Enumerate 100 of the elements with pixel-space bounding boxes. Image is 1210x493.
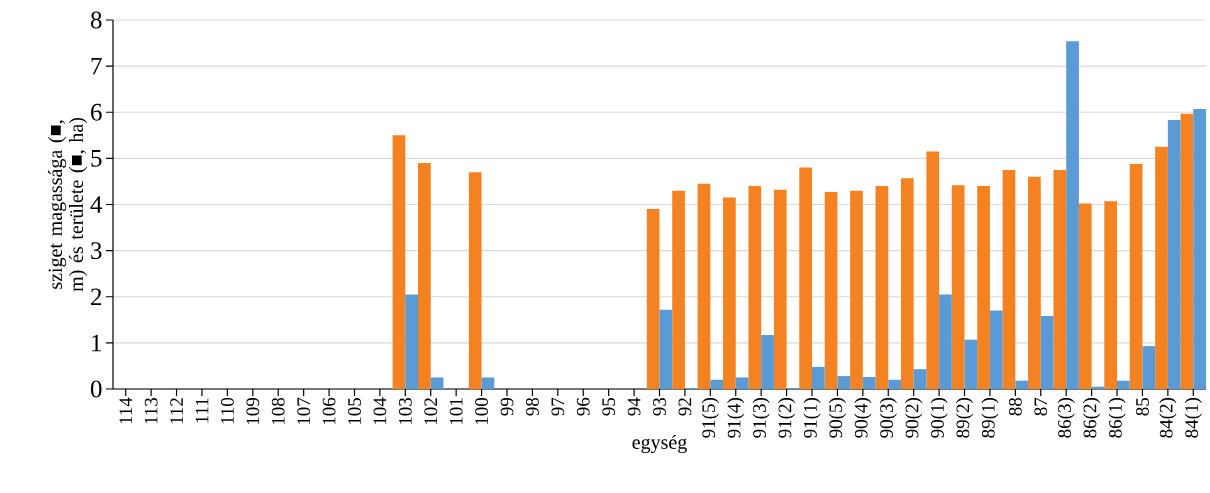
- x-tick-label: 109: [246, 397, 260, 425]
- bar: [913, 369, 927, 389]
- bar: [646, 209, 660, 389]
- bar: [989, 310, 1003, 389]
- x-tick-label: 90(3): [879, 398, 897, 438]
- x-tick-label: 86(3): [1057, 398, 1075, 438]
- bar: [850, 190, 863, 389]
- bar: [723, 197, 736, 389]
- bar: [1193, 109, 1206, 389]
- bar: [1028, 176, 1041, 389]
- y-tick-label: 7: [91, 57, 102, 75]
- y-tick-label: 2: [91, 288, 102, 306]
- bar: [1129, 163, 1143, 389]
- x-tick-label: 110: [220, 397, 234, 424]
- bar: [697, 183, 711, 389]
- x-tick-label: 107: [297, 397, 311, 425]
- bar: [1142, 346, 1156, 389]
- bar: [799, 167, 813, 389]
- bar: [735, 377, 749, 389]
- bar: [659, 309, 673, 389]
- x-tick-label: 93: [653, 397, 666, 416]
- x-tick-label: 86(1): [1108, 398, 1126, 438]
- bar: [1155, 146, 1168, 389]
- bar: [951, 185, 965, 389]
- x-tick-label: 89(2): [955, 398, 974, 438]
- x-tick-label: 91(1): [803, 398, 821, 438]
- x-tick-label: 112: [170, 398, 183, 424]
- x-axis-title: egység: [632, 434, 687, 454]
- bar: [468, 172, 482, 389]
- x-tick-label: 106: [322, 397, 336, 425]
- y-tick-label: 3: [91, 242, 102, 260]
- bar: [1015, 380, 1029, 389]
- bar: [824, 192, 838, 389]
- x-tick-label: 97: [551, 397, 565, 416]
- x-tick-label: 90(4): [854, 398, 872, 438]
- x-tick-label: 91(2): [777, 398, 796, 438]
- y-tick-label: 8: [90, 11, 102, 29]
- bar: [1002, 169, 1016, 389]
- y-axis-title: sziget magassága (■, m) és területe (■, ha): [47, 117, 88, 292]
- bar: [418, 162, 431, 389]
- bar: [812, 366, 825, 389]
- bar: [1104, 201, 1118, 389]
- bar: [1180, 113, 1194, 389]
- bar: [1040, 316, 1054, 389]
- bar: [748, 186, 762, 389]
- x-tick-label: 85: [1136, 397, 1149, 416]
- bar: [888, 379, 901, 389]
- bar: [977, 186, 990, 389]
- bar: [862, 377, 876, 389]
- x-tick-label: 84(1): [1184, 398, 1202, 438]
- x-tick-label: 113: [144, 397, 158, 424]
- x-tick-label: 104: [373, 397, 387, 425]
- x-tick-label: 92: [678, 398, 692, 416]
- bar: [761, 335, 774, 389]
- x-tick-label: 96: [576, 397, 590, 416]
- bar: [939, 294, 952, 389]
- bar: [964, 339, 978, 389]
- x-tick-label: 90(1): [930, 398, 948, 438]
- x-tick-label: 84(2): [1159, 398, 1177, 438]
- bar: [710, 379, 724, 389]
- bar: [1117, 380, 1130, 389]
- x-tick-label: 88: [1008, 397, 1022, 416]
- x-tick-label: 90(5): [828, 398, 847, 438]
- x-tick-label: 105: [348, 397, 361, 425]
- x-tick-label: 95: [602, 397, 616, 416]
- x-tick-label: 98: [526, 397, 539, 416]
- bar: [405, 294, 419, 389]
- x-tick-label: 90(2): [905, 398, 923, 438]
- x-tick-label: 111: [195, 398, 209, 423]
- x-tick-label: 102: [424, 398, 438, 425]
- bar: [773, 189, 787, 389]
- y-tick-label: 5: [91, 150, 102, 167]
- bar: [1167, 120, 1181, 389]
- y-tick-label: 6: [91, 103, 102, 121]
- x-tick-label: 91(4): [727, 398, 745, 438]
- bar: [430, 377, 444, 389]
- y-tick-label: 4: [90, 196, 103, 213]
- x-tick-label: 101: [449, 398, 463, 425]
- x-tick-label: 87: [1034, 397, 1048, 416]
- bar: [875, 186, 889, 389]
- bar: [900, 178, 914, 389]
- x-tick-label: 108: [271, 397, 285, 425]
- x-tick-label: 89(1): [981, 398, 999, 438]
- bar: [1078, 203, 1092, 389]
- bar: [926, 151, 940, 389]
- x-tick-label: 99: [500, 397, 514, 416]
- bar: [837, 376, 851, 389]
- bar: [672, 190, 685, 389]
- x-tick-label: 100: [475, 397, 488, 425]
- bar: [1066, 41, 1079, 389]
- bar: [1053, 169, 1067, 389]
- x-tick-label: 94: [627, 397, 641, 416]
- bar: [481, 377, 495, 389]
- y-tick-label: 1: [92, 334, 101, 352]
- x-tick-label: 86(2): [1083, 398, 1101, 438]
- bar: [392, 135, 406, 389]
- x-tick-label: 114: [119, 397, 132, 424]
- x-tick-label: 91(3): [752, 398, 770, 438]
- x-tick-label: 103: [398, 397, 412, 425]
- x-tick-label: 91(5): [701, 398, 719, 438]
